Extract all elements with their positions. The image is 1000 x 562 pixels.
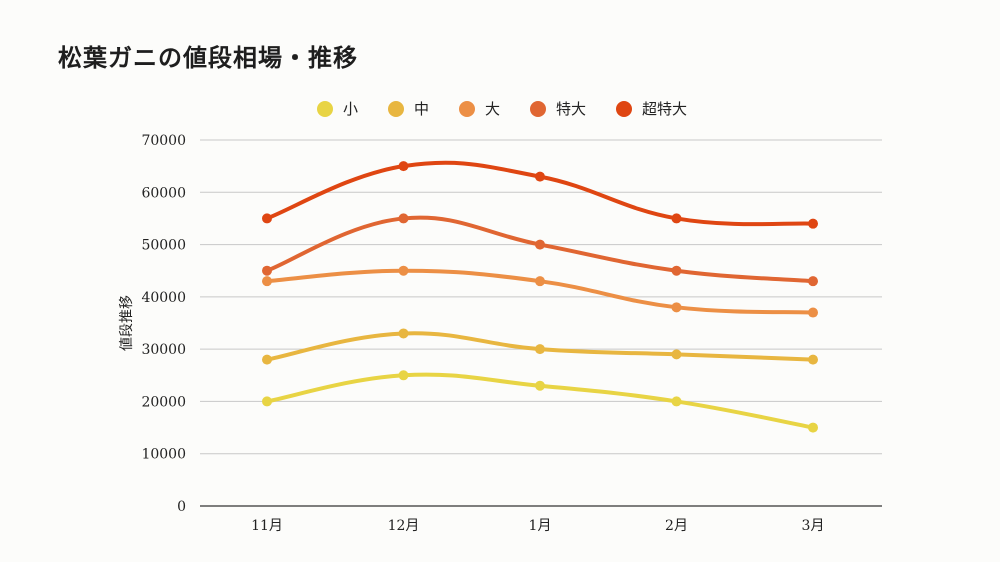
x-tick-label: 12月 — [388, 518, 420, 534]
x-tick-label: 2月 — [665, 518, 688, 534]
series-中 — [262, 328, 818, 365]
data-point[interactable] — [262, 276, 272, 287]
data-point[interactable] — [808, 307, 818, 318]
data-point[interactable] — [671, 349, 682, 360]
data-point[interactable] — [671, 213, 682, 224]
legend-label: 超特大 — [642, 100, 688, 118]
legend-swatch — [387, 100, 404, 117]
data-point[interactable] — [808, 276, 818, 287]
y-tick-label: 0 — [177, 499, 186, 515]
data-point[interactable] — [671, 302, 682, 313]
x-axis-ticks: 11月 12月 1月 2月 3月 — [251, 518, 824, 534]
y-tick-label: 50000 — [141, 238, 186, 254]
data-point[interactable] — [398, 328, 409, 339]
data-point[interactable] — [671, 265, 682, 276]
data-point[interactable] — [535, 239, 545, 250]
series-小 — [262, 370, 818, 433]
chart-legend: 小 中 大 特大 超特大 — [0, 98, 1000, 119]
data-point[interactable] — [535, 344, 545, 355]
data-point[interactable] — [535, 380, 545, 391]
y-tick-label: 20000 — [141, 394, 186, 410]
y-axis-ticks: 0 10000 20000 30000 40000 50000 60000 70000 — [141, 133, 186, 515]
legend-label: 大 — [484, 100, 500, 118]
x-tick-label: 11月 — [251, 518, 283, 534]
data-point[interactable] — [262, 354, 272, 365]
legend-item: 中 — [384, 98, 429, 119]
data-point[interactable] — [262, 265, 272, 276]
legend-item: 小 — [313, 98, 358, 119]
data-point[interactable] — [535, 276, 545, 287]
data-point[interactable] — [398, 161, 409, 172]
data-point[interactable] — [262, 213, 272, 224]
data-point[interactable] — [535, 171, 545, 182]
series-lines — [262, 160, 818, 433]
legend-label: 中 — [413, 100, 429, 118]
data-point[interactable] — [808, 354, 818, 365]
x-tick-label: 3月 — [802, 518, 825, 534]
data-point[interactable] — [398, 213, 409, 224]
x-tick-label: 1月 — [529, 518, 552, 534]
legend-item: 特大 — [526, 98, 586, 119]
data-point[interactable] — [808, 422, 818, 433]
legend-item: 超特大 — [612, 98, 687, 119]
series-超特大 — [262, 160, 818, 229]
data-point[interactable] — [671, 396, 682, 407]
legend-swatch — [458, 100, 475, 117]
y-tick-label: 40000 — [141, 290, 186, 306]
chart-title: 松葉ガニの値段相場・推移 — [58, 43, 358, 72]
data-point[interactable] — [398, 265, 409, 276]
y-tick-label: 10000 — [141, 447, 186, 463]
legend-item: 大 — [455, 98, 500, 119]
data-point[interactable] — [398, 370, 409, 381]
legend-swatch — [316, 100, 333, 117]
legend-swatch — [616, 100, 633, 117]
y-tick-label: 60000 — [141, 185, 186, 201]
legend-label: 特大 — [556, 100, 587, 118]
data-point[interactable] — [808, 218, 818, 229]
legend-label: 小 — [342, 100, 358, 118]
data-point[interactable] — [262, 396, 272, 407]
y-tick-label: 70000 — [141, 133, 186, 149]
y-tick-label: 30000 — [141, 342, 186, 358]
legend-swatch — [530, 100, 546, 117]
series-大 — [262, 265, 818, 318]
series-特大 — [262, 213, 818, 287]
grid-lines — [200, 139, 882, 507]
